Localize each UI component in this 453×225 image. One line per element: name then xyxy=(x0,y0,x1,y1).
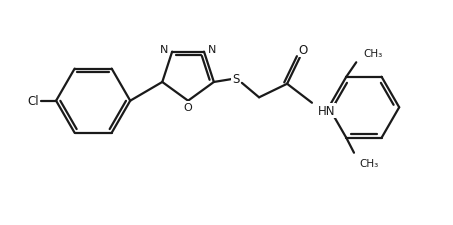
Text: Cl: Cl xyxy=(28,95,39,108)
Text: O: O xyxy=(299,44,308,57)
Text: N: N xyxy=(207,45,216,55)
Text: S: S xyxy=(232,72,239,86)
Text: O: O xyxy=(184,102,193,112)
Text: N: N xyxy=(160,45,169,55)
Text: HN: HN xyxy=(318,104,335,117)
Text: CH₃: CH₃ xyxy=(363,49,383,58)
Text: CH₃: CH₃ xyxy=(360,158,379,168)
